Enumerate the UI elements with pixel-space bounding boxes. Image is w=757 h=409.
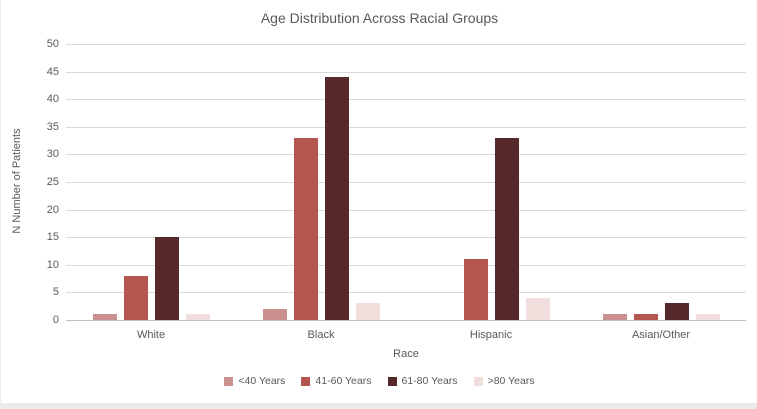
y-tick-label: 45 [46, 65, 59, 78]
bar [664, 303, 689, 320]
gridline [66, 237, 746, 239]
bottom-edge-strip [1, 403, 757, 409]
category-label: Asian/Other [631, 329, 691, 341]
gridline [66, 209, 746, 211]
legend-item: >80 Years [473, 375, 535, 387]
bar [293, 137, 318, 320]
bar [602, 314, 627, 320]
gridline [66, 71, 746, 73]
legend-swatch [473, 376, 483, 386]
bar [154, 237, 179, 320]
bar [494, 137, 519, 320]
bar [463, 259, 488, 320]
x-axis-title: Race [393, 348, 419, 360]
legend-item: 61-80 Years [387, 375, 458, 387]
y-tick-label: 5 [52, 286, 59, 299]
y-tick-label: 40 [46, 93, 59, 106]
gridline [66, 126, 746, 128]
bar [695, 314, 720, 320]
bar [525, 297, 550, 320]
legend-swatch [224, 376, 234, 386]
chart-title: Age Distribution Across Racial Groups [260, 10, 499, 26]
bar [92, 314, 117, 320]
y-tick-label: 20 [46, 203, 59, 216]
y-tick-label: 15 [46, 231, 59, 244]
y-tick-label: 30 [46, 148, 59, 161]
y-axis-title: N Number of Patients [11, 128, 23, 234]
gridline [66, 154, 746, 156]
legend-swatch [301, 376, 311, 386]
gridline [66, 264, 746, 266]
y-tick-label: 50 [46, 38, 59, 50]
category-label: Black [307, 329, 335, 341]
category-label: Hispanic [469, 329, 513, 341]
x-axis-line [66, 320, 746, 321]
legend: <40 Years 41-60 Years 61-80 Years >80 Years [1, 375, 757, 387]
legend-label: 41-60 Years [315, 375, 372, 387]
gridline [66, 182, 746, 183]
bar [262, 308, 287, 320]
y-tick-label: 25 [46, 176, 59, 188]
legend-item: 41-60 Years [301, 375, 372, 387]
y-tick-label: 10 [46, 258, 59, 271]
bar [185, 314, 210, 320]
bar [633, 314, 658, 320]
y-tick-label: 35 [46, 120, 59, 133]
category-label: White [136, 329, 166, 341]
gridline [66, 292, 746, 294]
legend-label: >80 Years [487, 375, 535, 387]
legend-item: <40 Years [224, 375, 285, 387]
y-tick-label: 0 [52, 314, 59, 326]
legend-label: 61-80 Years [401, 375, 458, 387]
legend-label: <40 Years [238, 375, 286, 387]
legend-swatch [387, 376, 397, 386]
gridline [66, 44, 746, 45]
bar [324, 77, 349, 320]
gridline [66, 99, 746, 101]
bar [123, 275, 148, 320]
bar [355, 303, 380, 320]
